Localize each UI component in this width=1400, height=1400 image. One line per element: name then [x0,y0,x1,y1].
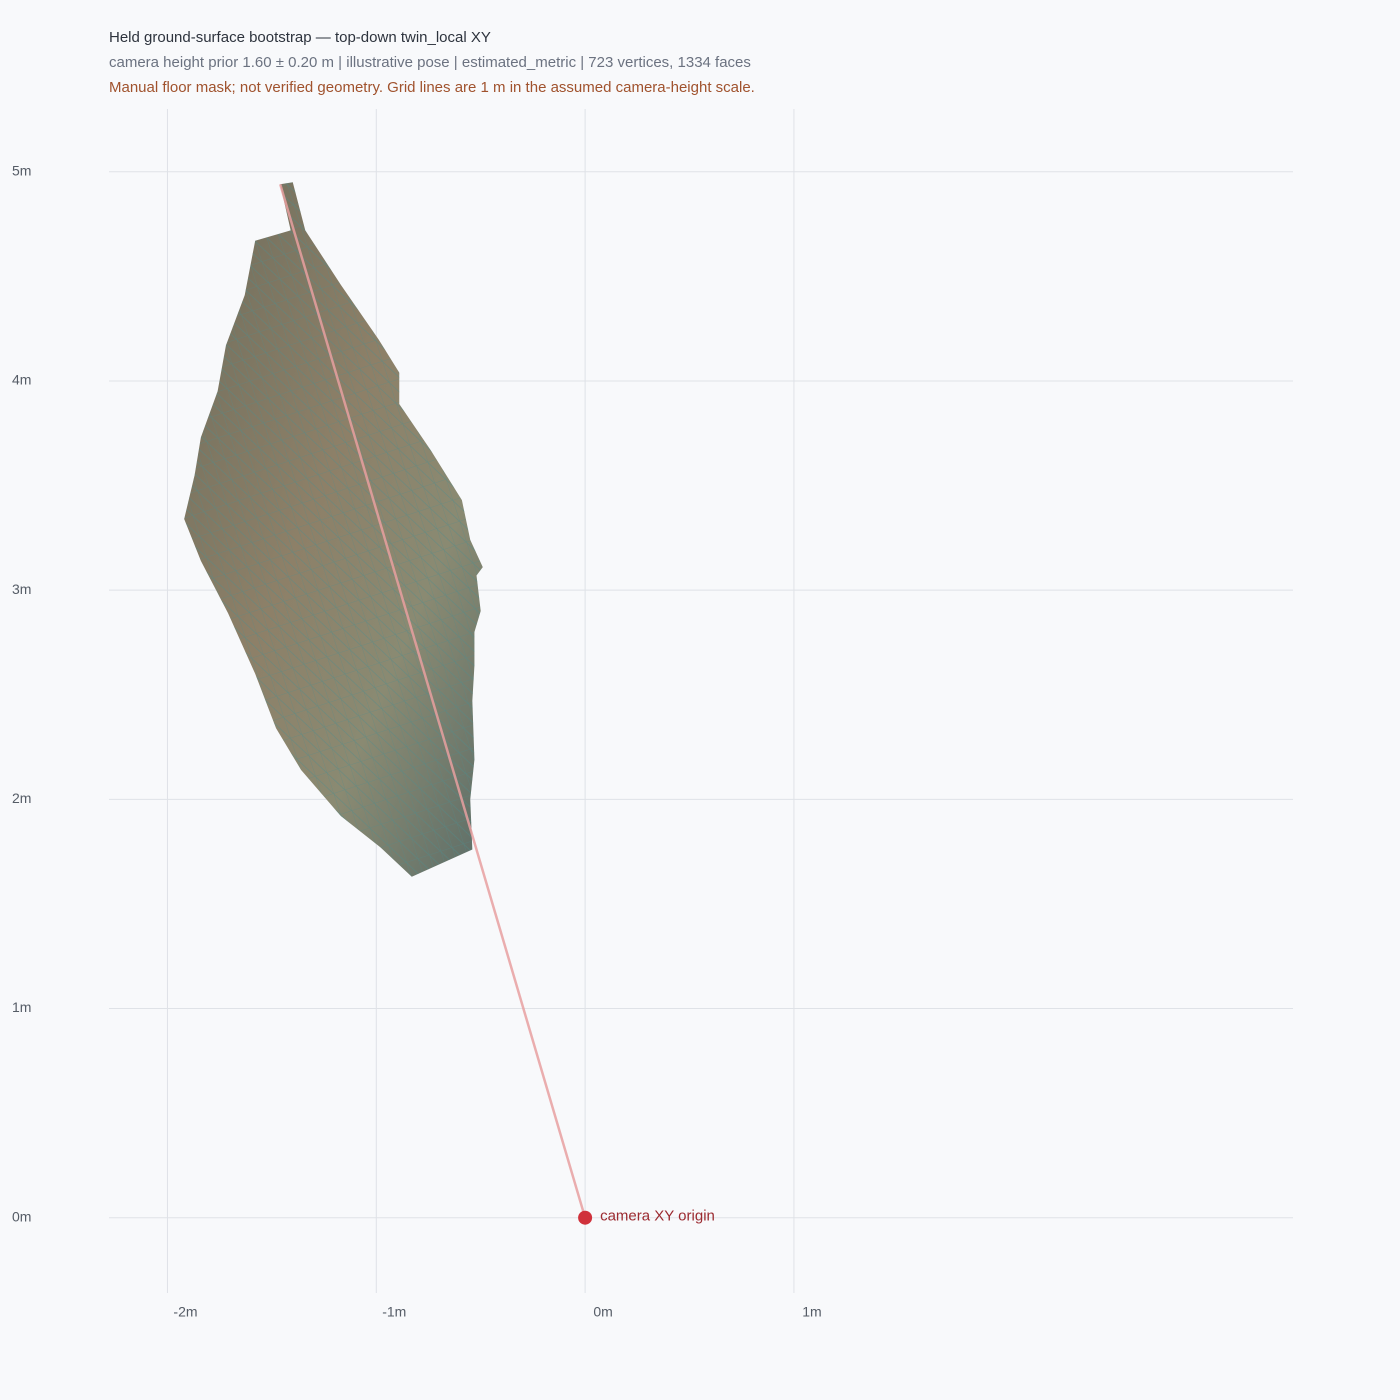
x-tick-label: -2m [173,1304,197,1320]
chart-subtitle: camera height prior 1.60 ± 0.20 m | illu… [109,54,751,71]
y-tick-label: 5m [12,162,31,178]
heading-line [279,183,587,1219]
y-tick-label: 0m [12,1208,31,1224]
x-tick-label: 1m [802,1304,821,1320]
chart-title: Held ground-surface bootstrap — top-down… [109,29,491,46]
x-tick-label: 0m [593,1304,612,1320]
mesh-wireframe [184,182,483,877]
y-tick-label: 1m [12,999,31,1015]
y-tick-label: 4m [12,372,31,388]
camera-label: camera XY origin [600,1208,715,1225]
y-tick-label: 3m [12,581,31,597]
x-tick-label: -1m [382,1304,406,1320]
y-tick-label: 2m [12,790,31,806]
chart-note: Manual floor mask; not verified geometry… [109,79,755,96]
camera-origin [578,1210,593,1225]
